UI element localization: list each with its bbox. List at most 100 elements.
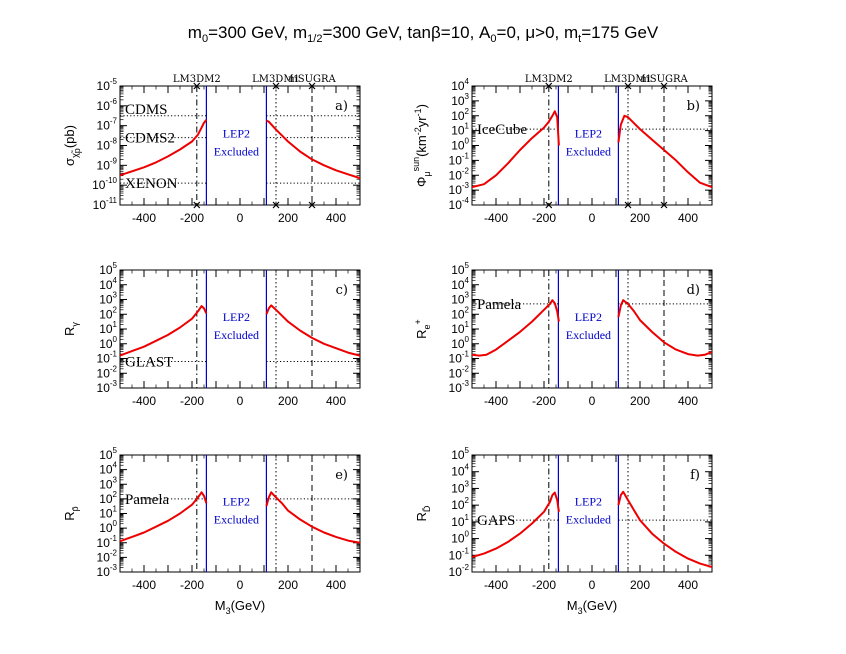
y-tick-label: 101 xyxy=(451,122,469,138)
benchmark-cross xyxy=(660,82,668,90)
lep2-label: LEP2 xyxy=(575,127,602,141)
panel-label: a) xyxy=(335,99,348,114)
y-tick-label: 100 xyxy=(99,519,117,535)
y-tick-label: 10-9 xyxy=(97,156,118,172)
signal-curve-left xyxy=(472,491,560,558)
y-tick-label: 101 xyxy=(451,320,469,336)
y-tick-label: 100 xyxy=(451,335,469,351)
plot-area xyxy=(120,86,360,205)
y-tick-label: 102 xyxy=(451,496,469,512)
y-axis-label: σχ̃p(pb) xyxy=(62,125,82,166)
excluded-label: Excluded xyxy=(214,145,259,159)
x-tick-label: 200 xyxy=(630,394,650,408)
signal-curve-right xyxy=(617,490,712,568)
x-tick-label: -200 xyxy=(180,578,204,592)
x-tick-label: -400 xyxy=(484,394,508,408)
panel-label: f) xyxy=(690,468,700,483)
plot-area xyxy=(472,86,712,205)
x-axis-label: M3(GeV) xyxy=(215,598,266,616)
lep2-label: LEP2 xyxy=(223,310,250,324)
signal-curve-left xyxy=(472,110,560,189)
benchmark-cross xyxy=(193,201,201,209)
excluded-label: Excluded xyxy=(214,328,259,342)
benchmark-cross xyxy=(193,82,201,90)
y-tick-label: 10-8 xyxy=(97,137,118,153)
excluded-label: Excluded xyxy=(566,145,611,159)
panel-label: b) xyxy=(687,99,700,114)
benchmark-name: mSUGRA xyxy=(288,74,336,85)
x-tick-label: -200 xyxy=(180,211,204,225)
x-tick-label: -200 xyxy=(532,211,556,225)
figure-title: m0=300 GeV, m1/2=300 GeV, tanβ=10, A0=0,… xyxy=(188,23,659,45)
y-axis-label: Φμsun(km-2yr-1) xyxy=(411,104,432,187)
limit-label-xenon: XENON xyxy=(125,176,178,192)
y-axis-label: Re+ xyxy=(413,319,432,339)
benchmark-cross xyxy=(660,201,668,209)
y-tick-label: 102 xyxy=(451,305,469,321)
x-tick-label: 0 xyxy=(589,394,596,408)
x-tick-label: 200 xyxy=(630,211,650,225)
x-tick-label: 200 xyxy=(630,578,650,592)
limit-label-pamela: Pamela xyxy=(125,492,169,508)
x-axis-label: M3(GeV) xyxy=(567,598,618,616)
y-tick-label: 104 xyxy=(451,77,469,93)
y-tick-label: 10-3 xyxy=(449,379,470,395)
y-tick-label: 102 xyxy=(99,305,117,321)
panel-label: c) xyxy=(336,283,348,298)
y-tick-label: 103 xyxy=(451,479,469,495)
limit-label-icecube: IceCube xyxy=(477,122,527,138)
x-tick-label: 200 xyxy=(278,394,298,408)
plot-area xyxy=(120,455,360,572)
y-axis-label: Rp̄ xyxy=(62,506,80,520)
y-tick-label: 10-1 xyxy=(97,350,118,366)
x-tick-label: 400 xyxy=(326,394,346,408)
y-tick-label: 10-2 xyxy=(97,364,118,380)
y-tick-label: 105 xyxy=(99,261,117,277)
x-tick-label: -400 xyxy=(132,211,156,225)
signal-curve-left xyxy=(120,491,208,543)
benchmark-cross xyxy=(308,201,316,209)
y-tick-label: 105 xyxy=(451,446,469,462)
excluded-label: Excluded xyxy=(566,513,611,527)
limit-label-gaps: GAPS xyxy=(477,513,515,529)
x-tick-label: -400 xyxy=(132,394,156,408)
y-tick-label: 10-1 xyxy=(449,546,470,562)
y-tick-label: 103 xyxy=(99,291,117,307)
x-tick-label: 200 xyxy=(278,578,298,592)
y-tick-label: 101 xyxy=(451,513,469,529)
y-axis-label: Rγ xyxy=(62,322,80,336)
y-tick-label: 101 xyxy=(99,320,117,336)
y-tick-label: 10-7 xyxy=(97,117,118,133)
y-tick-label: 10-2 xyxy=(97,548,118,564)
x-tick-label: -400 xyxy=(484,578,508,592)
benchmark-cross xyxy=(624,82,632,90)
y-tick-label: 10-10 xyxy=(92,176,117,192)
y-tick-label: 105 xyxy=(99,446,117,462)
benchmark-cross xyxy=(272,82,280,90)
benchmark-name: mSUGRA xyxy=(640,74,688,85)
y-tick-label: 104 xyxy=(451,276,469,292)
y-tick-label: 10-11 xyxy=(93,196,118,212)
y-tick-label: 100 xyxy=(451,137,469,153)
y-tick-label: 10-2 xyxy=(449,563,470,579)
signal-curve-left xyxy=(120,119,208,177)
benchmark-cross xyxy=(545,82,553,90)
y-tick-label: 103 xyxy=(451,92,469,108)
y-tick-label: 104 xyxy=(99,276,117,292)
y-tick-label: 10-3 xyxy=(97,563,118,579)
y-tick-label: 10-1 xyxy=(449,350,470,366)
panel-label: d) xyxy=(687,283,700,298)
signal-curve-left xyxy=(472,299,560,357)
x-tick-label: -200 xyxy=(532,394,556,408)
signal-curve-right xyxy=(266,119,360,180)
x-tick-label: -200 xyxy=(532,578,556,592)
y-tick-label: 100 xyxy=(99,335,117,351)
y-tick-label: 10-3 xyxy=(449,181,470,197)
y-tick-label: 10-2 xyxy=(449,166,470,182)
y-tick-label: 103 xyxy=(99,475,117,491)
benchmark-name: LM3DM1 xyxy=(252,74,300,85)
